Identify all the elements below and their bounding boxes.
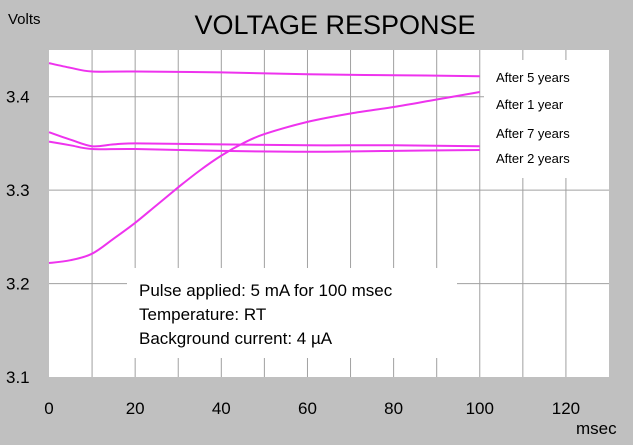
legend-entry: After 7 years — [496, 126, 570, 141]
y-axis-label: Volts — [8, 11, 41, 28]
y-tick-label: 3.1 — [6, 368, 30, 387]
y-tick-labels: 3.1 3.2 3.3 3.4 — [6, 88, 30, 387]
x-tick-label: 60 — [298, 399, 317, 418]
y-tick-label: 3.3 — [6, 181, 30, 200]
series-line — [48, 62, 480, 78]
x-tick-label: 0 — [44, 399, 53, 418]
annotation-box — [127, 268, 457, 358]
legend-entry: After 5 years — [496, 70, 570, 85]
annotation-text: Background current: 4 µA — [139, 329, 333, 348]
legend-background — [484, 60, 609, 178]
annotation-text: Pulse applied: 5 mA for 100 msec — [139, 281, 393, 300]
x-tick-label: 20 — [126, 399, 145, 418]
series-line — [48, 131, 480, 148]
series-line — [48, 140, 480, 153]
y-tick-label: 3.4 — [6, 88, 30, 107]
legend: After 5 years After 1 year After 7 years Af… — [496, 70, 570, 166]
grid — [49, 50, 609, 377]
x-tick-label: 120 — [552, 399, 580, 418]
x-tick-label: 80 — [384, 399, 403, 418]
x-tick-label: 40 — [212, 399, 231, 418]
legend-entry: After 2 years — [496, 151, 570, 166]
x-tick-labels: 0 20 40 60 80 100 120 — [44, 399, 580, 418]
annotations: Pulse applied: 5 mA for 100 msec Temperat… — [139, 281, 393, 348]
x-tick-label: 100 — [466, 399, 494, 418]
series-lines — [48, 62, 480, 264]
legend-entry: After 1 year — [496, 97, 564, 112]
series-line — [48, 91, 480, 264]
annotation-text: Temperature: RT — [139, 305, 266, 324]
x-axis-label: msec — [576, 419, 617, 438]
chart-title: VOLTAGE RESPONSE — [194, 10, 475, 40]
y-tick-label: 3.2 — [6, 275, 30, 294]
